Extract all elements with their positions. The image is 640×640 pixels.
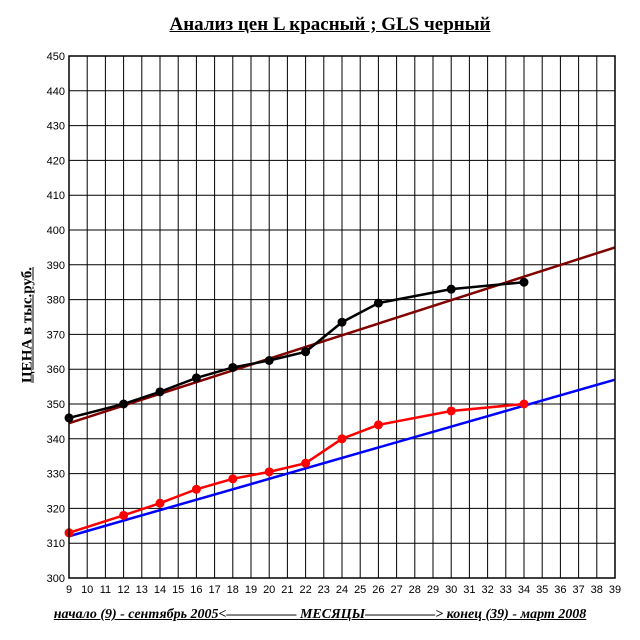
x-tick-label: 34: [518, 584, 530, 596]
x-tick-label: 29: [427, 584, 439, 596]
data-point-l: [337, 434, 347, 444]
data-point-l: [119, 510, 129, 520]
y-tick-label: 360: [47, 364, 65, 376]
x-tick-label: 13: [136, 584, 148, 596]
series: [64, 277, 529, 538]
data-point-gls: [519, 277, 529, 287]
x-tick-label: 27: [390, 584, 402, 596]
y-tick-label: 310: [47, 538, 65, 550]
data-point-gls: [155, 387, 165, 397]
data-point-l: [446, 406, 456, 416]
data-point-gls: [373, 298, 383, 308]
y-tick-label: 420: [47, 155, 65, 167]
data-point-gls: [337, 317, 347, 327]
x-tick-label: 32: [481, 584, 493, 596]
y-tick-label: 450: [47, 51, 65, 63]
x-tick-label: 22: [299, 584, 311, 596]
x-tick-label: 23: [318, 584, 330, 596]
data-point-gls: [119, 399, 129, 409]
y-tick-label: 330: [47, 469, 65, 481]
y-tick-label: 380: [47, 295, 65, 307]
series-line-l: [68, 402, 525, 534]
x-tick-label: 35: [536, 584, 548, 596]
x-tick-label: 24: [336, 584, 348, 596]
tick-labels: 9 10 11 12 13 14 15 16 17 18 19 20 21 22 23 24 25 26 27 28 2…: [47, 51, 621, 596]
x-tick-label: 28: [409, 584, 421, 596]
x-tick-label: 31: [463, 584, 475, 596]
x-tick-label: 26: [372, 584, 384, 596]
x-tick-label: 33: [500, 584, 512, 596]
x-tick-label: 36: [554, 584, 566, 596]
data-point-l: [519, 399, 529, 409]
x-tick-label: 9: [66, 584, 72, 596]
x-tick-label: 18: [227, 584, 239, 596]
x-tick-label: 39: [609, 584, 621, 596]
y-tick-label: 350: [47, 399, 65, 411]
data-point-l: [228, 474, 238, 484]
x-tick-label: 16: [190, 584, 202, 596]
y-tick-label: 390: [47, 260, 65, 272]
y-tick-label: 440: [47, 86, 65, 98]
x-axis-label: начало (9) - сентябрь 2005<————— МЕСЯЦЫ—…: [53, 607, 587, 622]
x-tick-label: 14: [154, 584, 166, 596]
x-tick-label: 37: [572, 584, 584, 596]
data-point-gls: [301, 347, 311, 357]
data-point-l: [373, 420, 383, 430]
x-tick-label: 30: [445, 584, 457, 596]
data-point-l: [191, 484, 201, 494]
x-tick-label: 17: [208, 584, 220, 596]
grid: [68, 55, 616, 579]
y-tick-label: 430: [47, 121, 65, 133]
y-tick-label: 370: [47, 329, 65, 341]
x-tick-label: 20: [263, 584, 275, 596]
x-tick-label: 21: [281, 584, 293, 596]
data-point-gls: [191, 373, 201, 383]
x-tick-label: 38: [591, 584, 603, 596]
y-tick-label: 410: [47, 190, 65, 202]
y-tick-label: 340: [47, 434, 65, 446]
data-point-l: [301, 458, 311, 468]
x-tick-label: 12: [117, 584, 129, 596]
y-tick-label: 320: [47, 503, 65, 515]
data-point-gls: [228, 362, 238, 372]
data-point-gls: [264, 356, 274, 365]
chart-title: Анализ цен L красный ; GLS черный: [169, 14, 491, 35]
y-tick-label: 300: [47, 573, 65, 585]
x-tick-label: 11: [100, 584, 111, 596]
data-point-l: [264, 467, 274, 477]
x-tick-label: 15: [172, 584, 184, 596]
data-point-l: [155, 498, 165, 508]
y-tick-label: 400: [47, 225, 65, 237]
plot-frame: [68, 55, 616, 579]
data-point-gls: [446, 284, 456, 294]
x-tick-label: 10: [81, 584, 93, 596]
x-tick-label: 19: [245, 584, 257, 596]
x-tick-label: 25: [354, 584, 366, 596]
